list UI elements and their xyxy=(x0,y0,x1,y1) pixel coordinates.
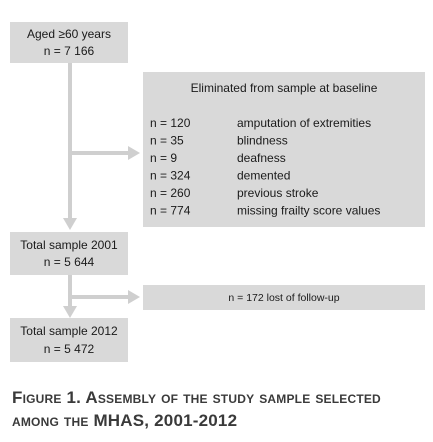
box xyxy=(10,232,128,275)
box-title: n = 172 lost of follow-up xyxy=(228,292,339,304)
arrowhead xyxy=(63,306,77,318)
arrowhead xyxy=(128,290,140,304)
box xyxy=(10,318,128,362)
box-count: n = 5 472 xyxy=(44,342,95,356)
exclusion-reason: blindness xyxy=(237,134,288,148)
box xyxy=(143,72,425,227)
exclusion-count: n = 35 xyxy=(150,134,184,148)
exclusion-reason: demented xyxy=(237,169,290,183)
exclusion-count: n = 324 xyxy=(150,169,191,183)
box xyxy=(143,285,425,310)
figure-caption: Figure 1. Assembly of the study sample s… xyxy=(12,388,381,430)
arrowhead xyxy=(63,218,77,230)
exclusion-count: n = 260 xyxy=(150,186,191,200)
exclusion-reason: amputation of extremities xyxy=(237,116,371,130)
exclusion-reason: deafness xyxy=(237,151,286,165)
box-count: n = 7 166 xyxy=(44,44,95,58)
exclusion-reason: previous stroke xyxy=(237,186,319,200)
box-count: n = 5 644 xyxy=(44,255,95,269)
exclusion-count: n = 120 xyxy=(150,116,191,130)
box xyxy=(10,22,128,63)
box-title: Total sample 2001 xyxy=(20,238,118,252)
box-title: Aged ≥60 years xyxy=(27,27,111,41)
arrowhead xyxy=(128,146,140,160)
exclusion-reason: missing frailty score values xyxy=(237,204,380,218)
exclusion-count: n = 9 xyxy=(150,151,177,165)
diagram-canvas: Aged ≥60 years n = 7 166 Eliminated from… xyxy=(10,22,425,362)
exclusion-count: n = 774 xyxy=(150,204,191,218)
box-title: Eliminated from sample at baseline xyxy=(191,81,378,95)
box-title: Total sample 2012 xyxy=(20,324,118,338)
